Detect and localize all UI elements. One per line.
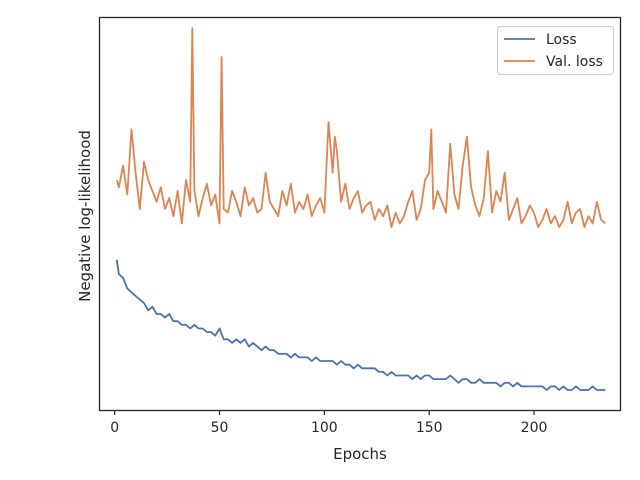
legend-label-loss: Loss: [546, 32, 577, 48]
x-tick-label-200: 200: [521, 420, 548, 436]
plot-frame: [98, 16, 622, 412]
x-axis-ticks: 0 50 100 150 200: [110, 410, 547, 436]
plot-area: [115, 27, 606, 391]
y-axis-label: Negative log-likelihood: [76, 130, 94, 302]
series-line-val-loss: [115, 27, 606, 229]
x-axis-label: Epochs: [333, 445, 387, 463]
x-tick-label-150: 150: [416, 420, 443, 436]
legend-label-val-loss: Val. loss: [546, 54, 603, 70]
x-tick-label-50: 50: [211, 420, 229, 436]
legend: Loss Val. loss: [497, 26, 614, 75]
x-tick-label-0: 0: [110, 420, 119, 436]
x-tick-label-100: 100: [311, 420, 338, 436]
series-line-loss: [115, 259, 606, 391]
